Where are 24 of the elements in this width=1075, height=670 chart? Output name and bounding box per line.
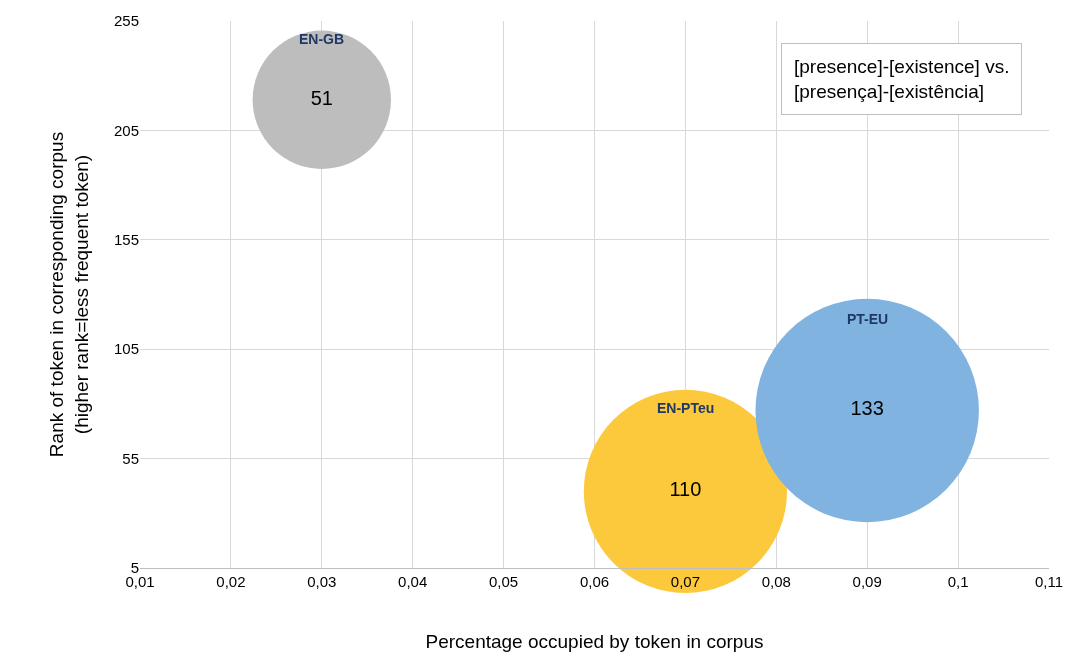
data-label: 110 bbox=[669, 478, 702, 501]
data-label: 133 bbox=[850, 397, 884, 420]
x-tick-label: 0,1 bbox=[947, 573, 969, 590]
annotation: [presence]-[existence] vs. [presença]-[existência] bbox=[794, 56, 1010, 102]
y-tick-label: 205 bbox=[113, 121, 139, 139]
x-tick-label: 0,07 bbox=[670, 573, 700, 590]
x-tick-label: 0,11 bbox=[1034, 573, 1064, 590]
x-axis-title: Percentage occupied by token in corpus bbox=[425, 630, 764, 652]
x-tick-label: 0,05 bbox=[489, 573, 519, 590]
x-tick-label: 0,03 bbox=[307, 573, 337, 590]
y-tick-label: 55 bbox=[122, 449, 139, 467]
y-tick-label: 105 bbox=[113, 340, 139, 358]
x-tick-label: 0,09 bbox=[852, 573, 882, 590]
x-tick-label: 0,02 bbox=[216, 573, 246, 590]
series-label: EN-GB bbox=[299, 31, 345, 47]
data-label: 51 bbox=[310, 86, 333, 109]
x-tick-label: 0,08 bbox=[761, 573, 791, 590]
series-label: EN-PTeu bbox=[657, 400, 715, 416]
x-tick-label: 0,06 bbox=[579, 573, 610, 590]
y-tick-label: 255 bbox=[113, 12, 139, 30]
y-tick-label: 155 bbox=[113, 231, 139, 249]
series-label: PT-EU bbox=[847, 311, 889, 327]
y-axis-title: Rank of token in corresponding corpus (higher rank=less frequent token) bbox=[46, 131, 92, 458]
x-tick-label: 0,04 bbox=[398, 573, 428, 590]
